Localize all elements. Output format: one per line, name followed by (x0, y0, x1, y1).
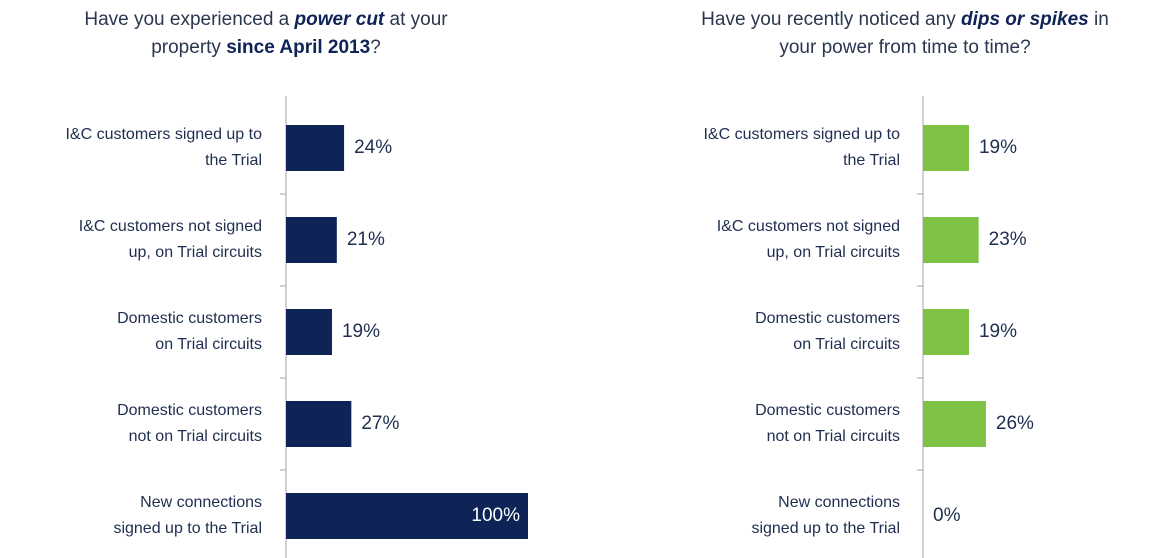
bar (286, 217, 337, 263)
title-part: power cut (294, 9, 385, 30)
title-part: Have you experienced a (84, 9, 294, 30)
bar (923, 125, 969, 171)
category-label: New connections (778, 494, 900, 511)
category-label: up, on Trial circuits (129, 244, 262, 261)
category-label: I&C customers signed up to (65, 126, 262, 143)
title-part: Have you recently noticed any (701, 9, 961, 30)
category-label: Domestic customers (755, 310, 900, 327)
value-label: 19% (979, 321, 1017, 342)
category-label: Domestic customers (117, 310, 262, 327)
category-label: on Trial circuits (155, 336, 262, 353)
bar (286, 493, 528, 539)
category-label: New connections (140, 494, 262, 511)
bar-chart-panel: Have you experienced a power cut at your… (65, 9, 528, 558)
bar (286, 125, 345, 171)
title-part: ? (370, 37, 381, 58)
title-part: dips or spikes (961, 9, 1089, 30)
value-label: 23% (989, 229, 1027, 250)
category-label: not on Trial circuits (767, 428, 900, 445)
category-label: signed up to the Trial (113, 520, 262, 537)
chart-title: Have you recently noticed any dips or sp… (701, 9, 1109, 30)
bar (923, 309, 969, 355)
value-label: 100% (471, 505, 520, 526)
category-label: up, on Trial circuits (767, 244, 900, 261)
bar-chart-panel: Have you recently noticed any dips or sp… (701, 9, 1109, 558)
title-part: at your (384, 9, 448, 30)
category-label: not on Trial circuits (129, 428, 262, 445)
value-label: 19% (979, 137, 1017, 158)
category-label: I&C customers not signed (79, 218, 262, 235)
title-part: in (1089, 9, 1109, 30)
value-label: 21% (347, 229, 385, 250)
chart-title: your power from time to time? (779, 37, 1030, 58)
category-label: the Trial (205, 152, 262, 169)
value-label: 0% (933, 505, 961, 526)
category-label: I&C customers not signed (717, 218, 900, 235)
title-part: property (151, 37, 226, 58)
value-label: 24% (354, 137, 392, 158)
bar (923, 401, 986, 447)
value-label: 27% (361, 413, 399, 434)
category-label: I&C customers signed up to (703, 126, 900, 143)
chart-title: Have you experienced a power cut at your (84, 9, 448, 30)
category-label: signed up to the Trial (751, 520, 900, 537)
category-label: on Trial circuits (793, 336, 900, 353)
value-label: 19% (342, 321, 380, 342)
bar (286, 309, 332, 355)
bar (923, 217, 979, 263)
chart-title: property since April 2013? (151, 37, 381, 58)
category-label: Domestic customers (117, 402, 262, 419)
category-label: the Trial (843, 152, 900, 169)
title-part: your power from time to time? (779, 37, 1030, 58)
category-label: Domestic customers (755, 402, 900, 419)
value-label: 26% (996, 413, 1034, 434)
title-part: since April 2013 (226, 37, 370, 58)
bar (286, 401, 352, 447)
